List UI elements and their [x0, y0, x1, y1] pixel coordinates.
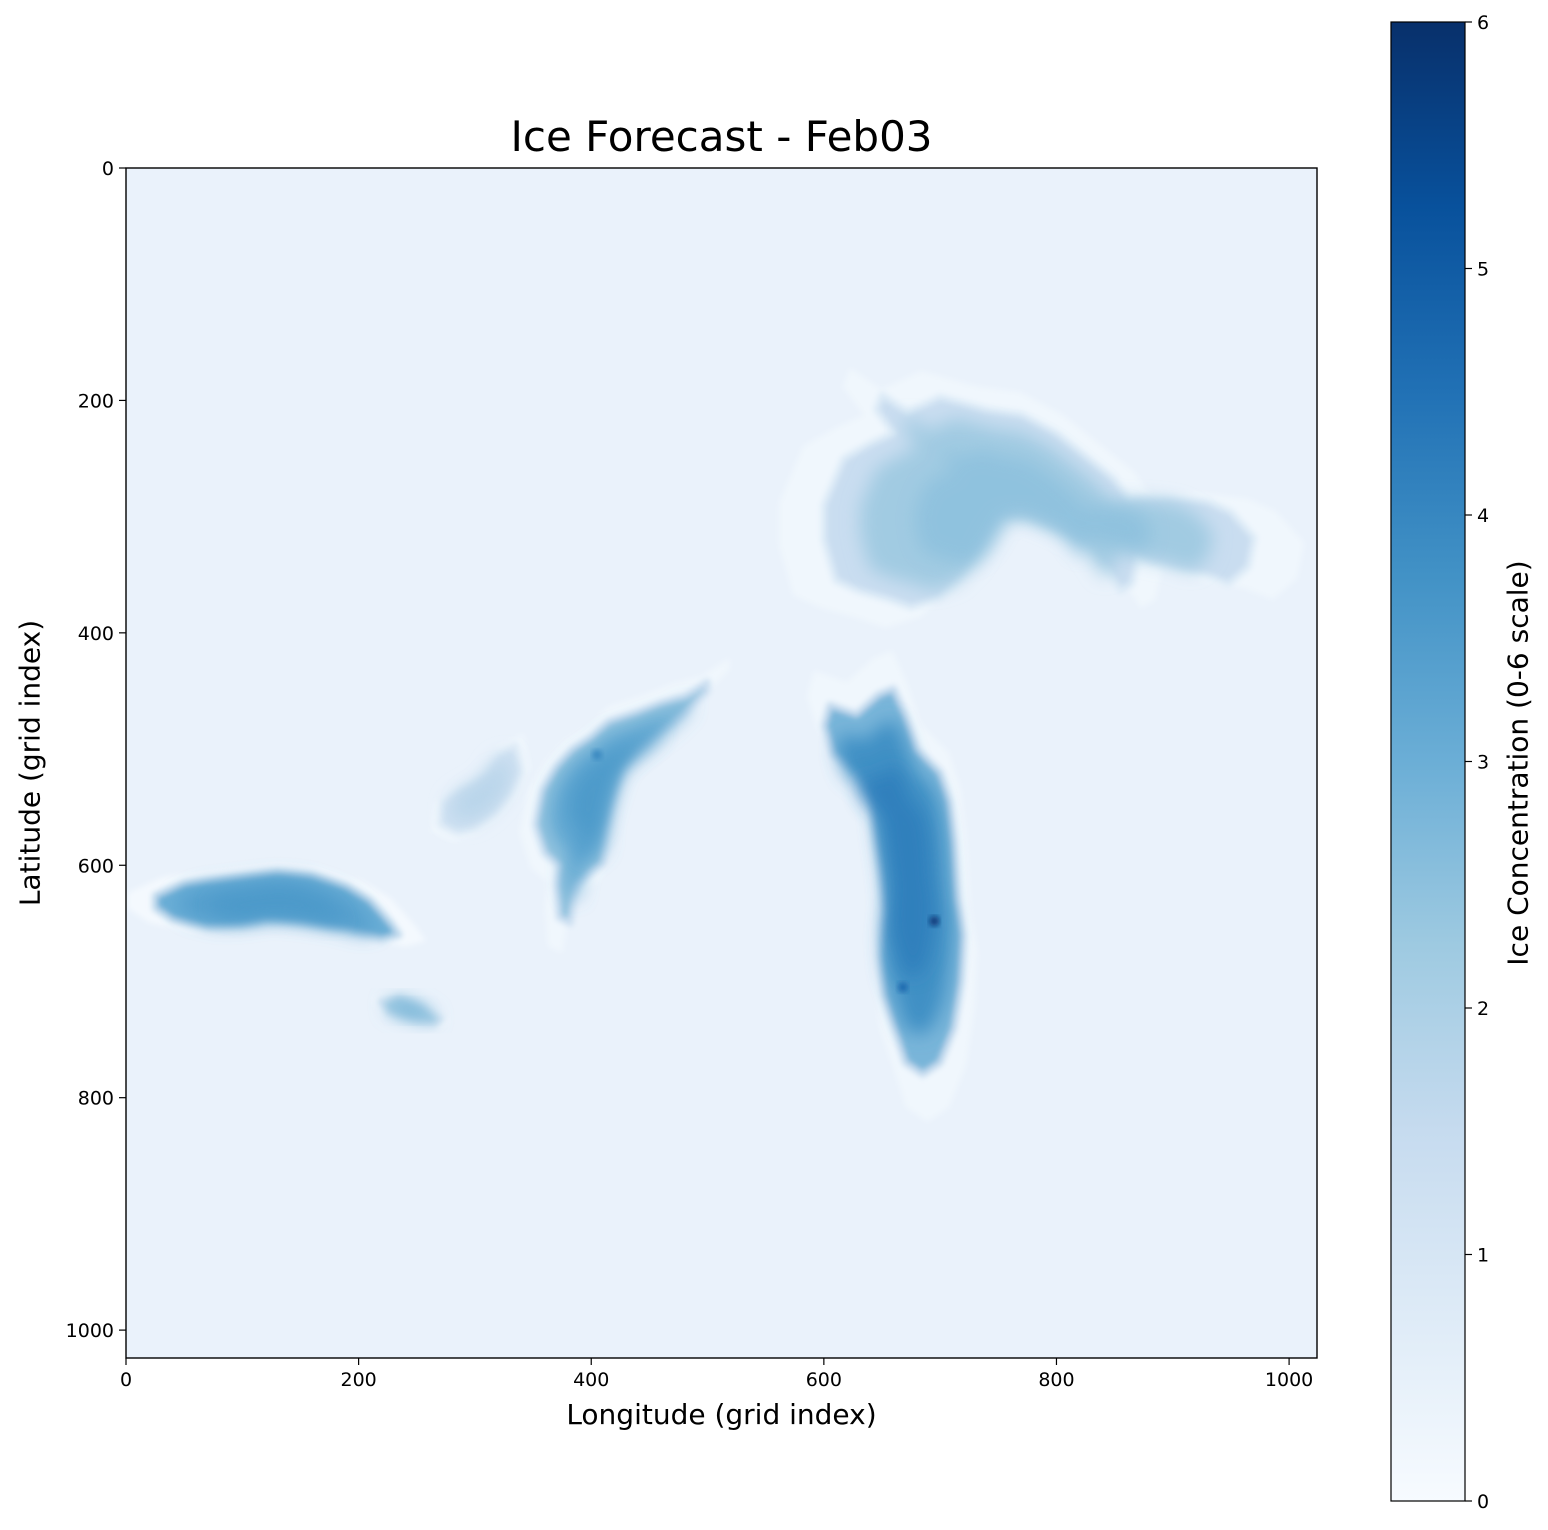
y-tick-label: 0: [102, 158, 114, 180]
ice-hotspot: [929, 916, 940, 927]
ice-hotspot: [897, 982, 908, 993]
colorbar-ticks: 0 1 2 3 4 5 6: [1465, 12, 1489, 1513]
y-tick-label: 800: [78, 1088, 114, 1110]
colorbar-tick-label: 3: [1477, 752, 1489, 774]
ice-region-peak: [210, 887, 346, 926]
x-tick-label: 800: [1038, 1369, 1074, 1391]
colorbar-tick-label: 1: [1477, 1245, 1489, 1267]
ice-map-layer: [127, 368, 1305, 1122]
x-axis-label: Longitude (grid index): [566, 1398, 877, 1431]
y-tick-label: 1000: [66, 1320, 114, 1342]
x-axis-ticks: 0 200 400 600 800 1000: [120, 1358, 1313, 1391]
ice-region-peak: [458, 766, 504, 815]
x-tick-label: 600: [806, 1369, 842, 1391]
ice-region-peak: [858, 765, 935, 979]
colorbar-tick-label: 0: [1477, 1491, 1489, 1513]
ice-region-peak: [393, 1002, 429, 1020]
x-tick-label: 200: [340, 1369, 376, 1391]
y-tick-label: 400: [78, 623, 114, 645]
ice-region-peak: [567, 729, 663, 863]
x-tick-label: 0: [120, 1369, 132, 1391]
colorbar-tick-label: 4: [1477, 505, 1489, 527]
chart-title: Ice Forecast - Feb03: [510, 112, 933, 161]
colorbar: [1390, 21, 1466, 1502]
y-tick-label: 600: [78, 855, 114, 877]
y-axis-ticks: 0 200 400 600 800 1000: [66, 158, 126, 1342]
ice-region-peak: [915, 448, 1152, 566]
y-tick-label: 200: [78, 390, 114, 412]
x-tick-label: 400: [573, 1369, 609, 1391]
plot-frame: [125, 167, 1318, 1359]
plot-area-background: [126, 168, 1317, 1358]
colorbar-tick-label: 6: [1477, 12, 1489, 34]
ice-hotspot: [592, 749, 603, 760]
colorbar-tick-label: 2: [1477, 998, 1489, 1020]
colorbar-tick-label: 5: [1477, 259, 1489, 281]
x-tick-label: 1000: [1265, 1369, 1313, 1391]
